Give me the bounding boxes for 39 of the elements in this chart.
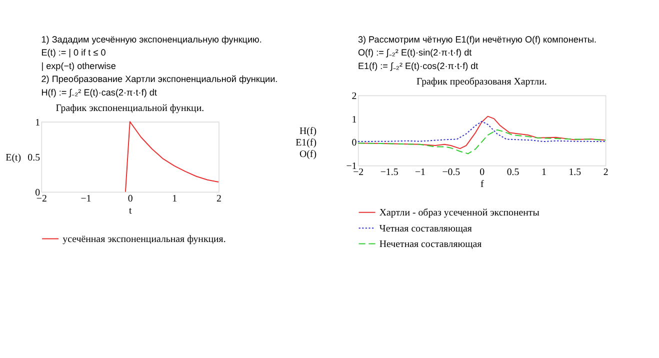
text: 1) Зададим усечённую экспоненциальную функцию. — [41, 34, 262, 44]
x-tick-label: 0 — [480, 166, 485, 178]
text: H(f) := ∫₋₂² E(t)·cas(2·π·t·f) dt — [41, 87, 158, 98]
legend-label: Четная составляющая — [379, 223, 472, 234]
line-series — [357, 120, 606, 142]
line-series — [124, 121, 220, 192]
legend-label: Хартли - образ усеченной экспоненты — [379, 208, 540, 219]
x-tick-label: 1 — [541, 166, 546, 178]
x-tick-label: 1 — [172, 193, 178, 204]
text: E(t) := | 0 if t ≤ 0 — [41, 48, 106, 58]
y-axis-title: H(f) E1(f) O(f) — [296, 126, 316, 160]
x-tick-label: −1 — [80, 193, 92, 204]
text: E1(f) := ∫₋₂² E(t)·cos(2·π·t·f) dt — [358, 60, 479, 71]
line-series — [357, 129, 606, 154]
x-tick-label: −1.5 — [380, 166, 398, 178]
text: 3) Рассмотрим чётную E1(f)и нечётную O(f) компоненты. — [358, 34, 597, 44]
x-axis-title: f — [480, 179, 484, 190]
x-tick-label: −1 — [414, 166, 426, 178]
x-tick-label: 1.5 — [568, 166, 582, 178]
text: | exp(−t) otherwise — [41, 60, 116, 71]
x-tick-label: 2 — [603, 166, 608, 178]
y-tick-label: 2 — [352, 91, 357, 102]
text: 2) Преобразование Хартли экспоненциальной функции. — [41, 74, 278, 84]
x-tick-label: −2 — [353, 166, 364, 178]
y-tick-label: 0 — [352, 138, 357, 149]
y-tick-label: 1 — [35, 117, 40, 128]
text: O(f) := ∫₋₂² E(t)·sin(2·π·t·f) dt — [358, 48, 472, 58]
legend-label: Нечетная составляющая — [379, 239, 482, 250]
chart-title: График преобразованя Хартли. — [416, 76, 547, 88]
x-tick-label: 0.5 — [506, 166, 520, 178]
x-tick-label: −0.5 — [442, 166, 460, 178]
x-tick-label: 2 — [216, 193, 222, 204]
chart-title: График экспоненциальной функци. — [56, 102, 204, 114]
legend-label: усечённая экспоненциальная функция. — [62, 234, 226, 246]
y-tick-label: 1 — [352, 114, 357, 126]
y-axis-title: E(t) — [6, 152, 22, 164]
x-tick-label: 0 — [128, 193, 133, 204]
y-tick-label: 0.5 — [28, 152, 40, 164]
x-axis-title: t — [128, 206, 132, 217]
